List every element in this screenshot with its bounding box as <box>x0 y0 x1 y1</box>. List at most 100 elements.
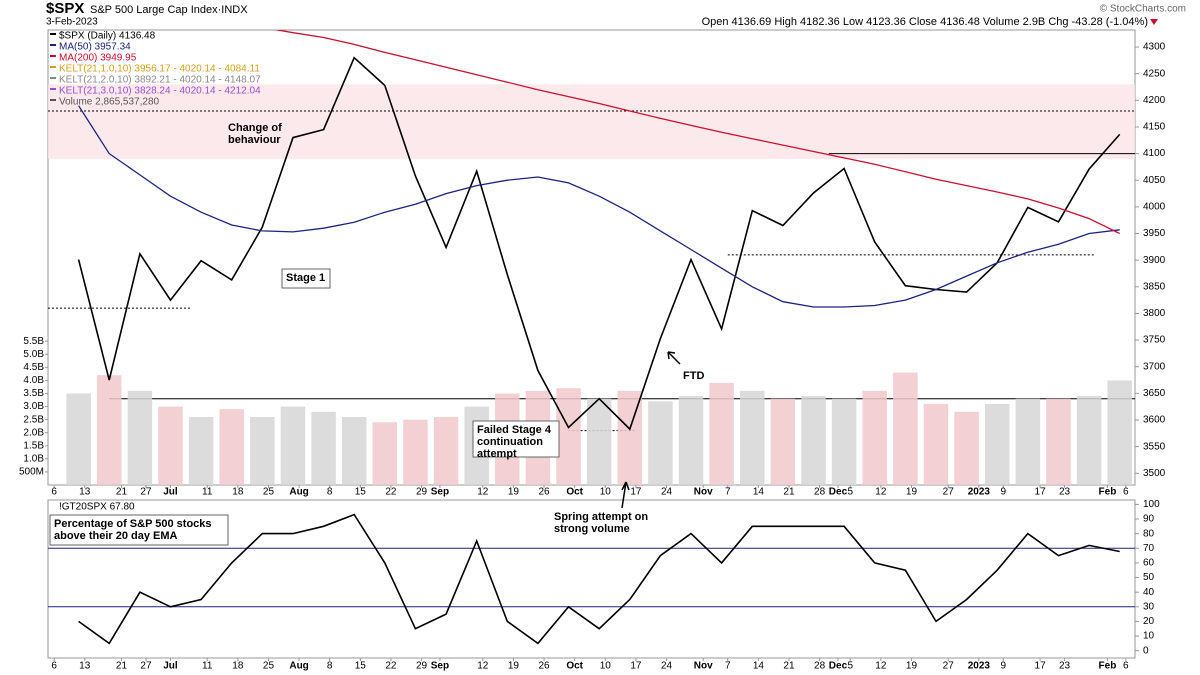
volume-bar <box>893 372 918 485</box>
indicator-frame <box>47 499 1136 659</box>
x-tick-label: 15 <box>355 487 367 498</box>
legend-swatch <box>50 88 56 90</box>
legend-swatch <box>50 66 56 68</box>
y-tick-label: 3500 <box>1143 468 1166 479</box>
x-tick-label: 19 <box>906 661 918 672</box>
volume-bar <box>709 383 734 485</box>
volume-bar <box>678 396 704 485</box>
series-line <box>78 105 1120 308</box>
x-tick-label: 5 <box>847 487 853 498</box>
x-tick-label: 17 <box>630 661 642 672</box>
x-tick-label: 28 <box>814 661 826 672</box>
x-tick-label: 28 <box>814 487 826 498</box>
x-tick-label: 8 <box>327 661 333 672</box>
y-tick-label: 80 <box>1143 528 1155 539</box>
x-tick-label: 7 <box>725 487 731 498</box>
x-tick-label: Oct <box>566 661 583 672</box>
series-line <box>78 513 1120 645</box>
annotation-text: continuation <box>477 436 543 448</box>
y2-tick-label: 4.5B <box>23 362 44 373</box>
volume-bar <box>311 411 336 485</box>
legend-swatch <box>50 33 56 35</box>
y2-tick-label: 3.5B <box>23 388 44 399</box>
volume-bar <box>127 390 153 485</box>
y2-tick-label: 5.0B <box>23 349 44 360</box>
x-tick-label: 9 <box>1001 661 1007 672</box>
y2-tick-label: 3.0B <box>23 401 44 412</box>
y-tick-label: 3650 <box>1143 388 1166 399</box>
x-tick-label: 27 <box>943 661 955 672</box>
volume-bar <box>586 398 612 485</box>
legend-entry: $SPX (Daily) 4136.48 <box>59 31 156 42</box>
y-tick-label: 3850 <box>1143 281 1166 292</box>
x-tick-label: 6 <box>1123 487 1129 498</box>
x-tick-label: 27 <box>140 487 152 498</box>
x-tick-label: 6 <box>1123 661 1129 672</box>
volume-bar <box>219 409 244 485</box>
y-tick-label: 4300 <box>1143 42 1166 53</box>
plot-area <box>48 513 1135 645</box>
down-icon <box>1150 19 1158 25</box>
legend-swatch <box>50 77 56 79</box>
volume-bar <box>648 401 673 485</box>
y-tick-label: 3550 <box>1143 441 1166 452</box>
y-tick-label: 60 <box>1143 558 1155 569</box>
volume-bar <box>341 417 367 485</box>
x-tick-label: 13 <box>79 661 91 672</box>
x-tick-label: 10 <box>600 661 612 672</box>
y-tick-label: 50 <box>1143 572 1155 583</box>
arrows <box>621 351 681 509</box>
x-tick-label: 12 <box>875 487 887 498</box>
x-tick-label: 10 <box>600 487 612 498</box>
x-tick-label: 23 <box>1059 661 1071 672</box>
series-line <box>77 56 1121 431</box>
x-tick-label: 19 <box>508 661 520 672</box>
x-tick-label: 11 <box>202 487 213 498</box>
x-tick-label: Sep <box>431 661 449 672</box>
volume-bar <box>984 403 1010 485</box>
annotation-text: Percentage of S&P 500 stocks <box>54 518 212 530</box>
x-tick-label: Nov <box>694 487 713 498</box>
x-tick-label: 21 <box>116 487 128 498</box>
legend-swatch <box>50 44 56 46</box>
x-tick-label: 17 <box>1035 661 1047 672</box>
date: 3-Feb-2023 <box>46 17 98 28</box>
x-tick-label: 15 <box>355 661 367 672</box>
x-tick-label: 18 <box>232 487 244 498</box>
x-tick-label: 29 <box>416 661 428 672</box>
legend-entry: KELT(21,2.0,10) 3892.21 - 4020.14 - 4148… <box>59 75 261 86</box>
x-tick-label: 21 <box>783 661 795 672</box>
y-tick-label: 70 <box>1143 543 1155 554</box>
y2-tick-label: 2.5B <box>23 414 44 425</box>
y-tick-label: 3950 <box>1143 228 1166 239</box>
x-tick-label: 22 <box>385 487 397 498</box>
x-tick-label: 5 <box>847 661 853 672</box>
x-tick-label: 26 <box>538 661 550 672</box>
x-tick-label: 27 <box>140 661 152 672</box>
x-tick-label: 12 <box>477 661 489 672</box>
x-tick-label: Dec <box>829 661 848 672</box>
volume-bar <box>433 417 459 485</box>
y2-tick-label: 4.0B <box>23 375 44 386</box>
legend-swatch <box>50 55 56 57</box>
volume-bar <box>1046 398 1071 485</box>
x-tick-label: 21 <box>783 487 795 498</box>
x-tick-label: 17 <box>630 487 642 498</box>
x-tick-label: Nov <box>694 661 713 672</box>
annotation-text: Spring attempt on <box>554 511 648 523</box>
x-tick-label: 25 <box>263 487 275 498</box>
y2-tick-label: 1.0B <box>23 453 44 464</box>
x-tick-label: 25 <box>263 661 275 672</box>
y2-tick-label: 1.5B <box>23 440 44 451</box>
y-tick-label: 30 <box>1143 601 1155 612</box>
y-tick-label: 3800 <box>1143 308 1166 319</box>
x-tick-label: Jul <box>163 661 178 672</box>
legend-entry: Volume 2,865,537,280 <box>59 97 160 108</box>
x-tick-label: 13 <box>79 487 91 498</box>
annotation-text: above their 20 day EMA <box>54 530 178 542</box>
x-tick-label: Dec <box>829 487 848 498</box>
y2-tick-label: 2.0B <box>23 427 44 438</box>
y-tick-label: 4100 <box>1143 148 1166 159</box>
x-tick-label: 21 <box>116 661 128 672</box>
annotation-text: behaviour <box>228 134 281 146</box>
